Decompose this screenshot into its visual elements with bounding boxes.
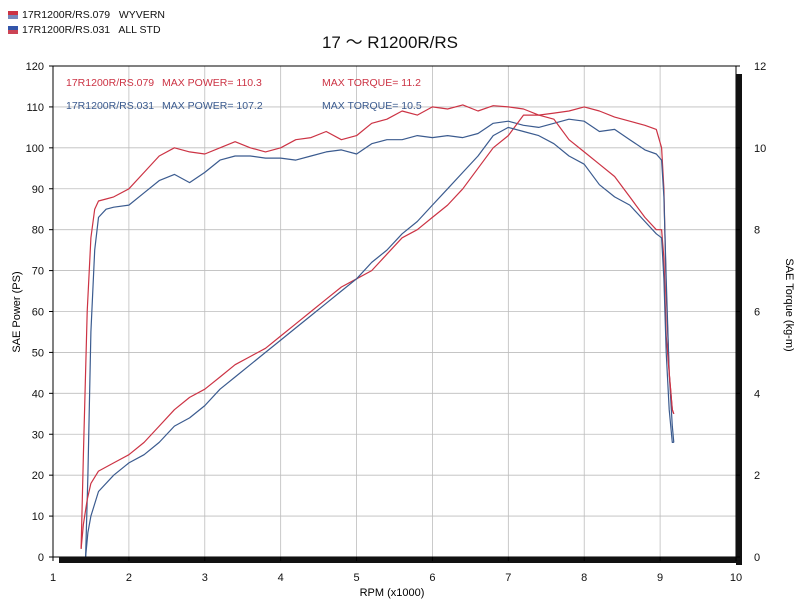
- x-tick-label: 10: [730, 572, 742, 584]
- series-line-torque-blue: [85, 126, 674, 558]
- y-tick-label: 120: [26, 61, 44, 73]
- y-tick-label: 80: [32, 225, 44, 237]
- legend-entry-wyvern: 17R1200R/RS.079 WYVERN: [8, 8, 165, 22]
- flag-icon: [8, 26, 18, 35]
- y2-tick-label: 8: [754, 225, 760, 237]
- series-line-power-blue: [85, 118, 675, 558]
- y-tick-label: 0: [38, 552, 44, 564]
- red-max-power: MAX POWER= 110.3: [162, 77, 262, 89]
- y-tick-label: 110: [26, 102, 44, 114]
- y2-axis-label: SAE Torque (kg-m): [783, 258, 795, 351]
- red-run-name: 17R1200R/RS.079: [66, 77, 154, 89]
- y2-tick-label: 12: [754, 61, 766, 73]
- y-axis-label: SAE Power (PS): [11, 271, 23, 352]
- annotations: 17R1200R/RS.079 MAX POWER= 110.3 MAX TOR…: [66, 77, 422, 112]
- y2-tick-label: 0: [754, 552, 760, 564]
- y2-tick-label: 10: [754, 143, 766, 155]
- frame: [49, 65, 742, 565]
- x-tick-label: 5: [353, 572, 359, 584]
- blue-max-torque: MAX TORQUE= 10.5: [322, 100, 422, 112]
- red-max-torque: MAX TORQUE= 11.2: [322, 77, 421, 89]
- flag-top-swatch: [8, 11, 18, 16]
- x-tick-label: 8: [581, 572, 587, 584]
- x-axis-label: RPM (x1000): [360, 587, 425, 599]
- blue-max-power: MAX POWER= 107.2: [162, 100, 263, 112]
- y-tick-label: 60: [32, 307, 44, 319]
- y-tick-label: 40: [32, 388, 44, 400]
- y2-tick-label: 4: [754, 388, 760, 400]
- x-tick-label: 1: [50, 572, 56, 584]
- series-line-power-red: [80, 104, 675, 549]
- y-tick-label: 20: [32, 470, 44, 482]
- legend-entry-all-std: 17R1200R/RS.031 ALL STD: [8, 23, 161, 37]
- blue-run-name: 17R1200R/RS.031: [66, 100, 154, 112]
- chart-title: 17 ～ R1200R/RS: [321, 33, 459, 52]
- flag-bottom-swatch: [8, 15, 18, 20]
- x-tick-label: 6: [429, 572, 435, 584]
- x-tick-label: 4: [278, 572, 284, 584]
- frame-shadow-bottom: [59, 557, 742, 563]
- legend-label: 17R1200R/RS.031 ALL STD: [22, 24, 161, 37]
- y-tick-label: 50: [32, 347, 44, 359]
- series-layer: [80, 104, 675, 558]
- flag-icon: [8, 11, 18, 20]
- legend-label: 17R1200R/RS.079 WYVERN: [22, 9, 165, 22]
- y-tick-label: 100: [26, 143, 44, 155]
- x-tick-label: 3: [202, 572, 208, 584]
- y-tick-label: 70: [32, 266, 44, 278]
- y-tick-label: 10: [32, 511, 44, 523]
- x-tick-label: 2: [126, 572, 132, 584]
- y-tick-label: 90: [32, 184, 44, 196]
- tick-labels: 1 2 3 4 5 6 7 8 9 1001020304050607080901001101200…: [26, 61, 767, 584]
- x-tick-label: 9: [657, 572, 663, 584]
- series-line-torque-red: [80, 114, 675, 549]
- y2-tick-label: 6: [754, 307, 760, 319]
- frame-shadow-right: [736, 74, 742, 565]
- flag-top-swatch: [8, 26, 18, 31]
- x-tick-label: 7: [505, 572, 511, 584]
- y-tick-label: 30: [32, 429, 44, 441]
- flag-bottom-swatch: [8, 30, 18, 35]
- y2-tick-label: 2: [754, 470, 760, 482]
